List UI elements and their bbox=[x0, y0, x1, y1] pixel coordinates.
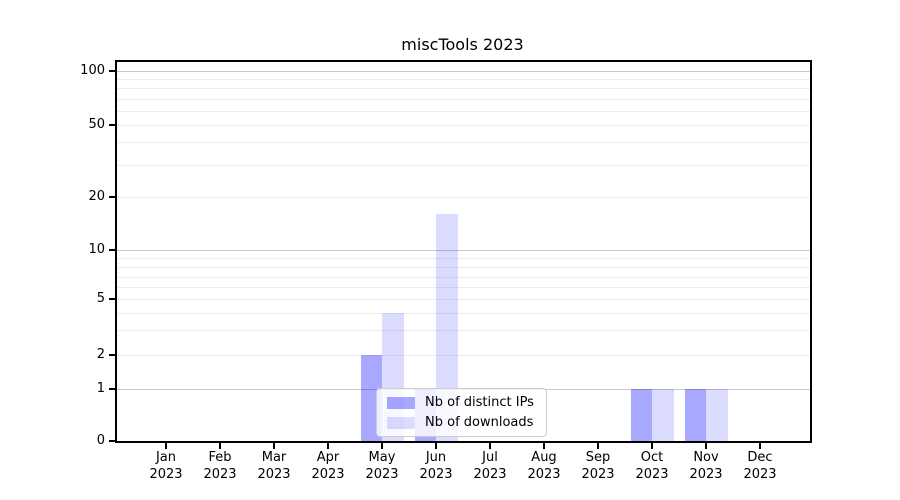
x-tick-label-mar: Mar 2023 bbox=[257, 450, 291, 482]
x-tick-label-may: May 2023 bbox=[365, 450, 399, 482]
y-tick-2 bbox=[109, 354, 115, 356]
bar-distinct-ips-oct bbox=[630, 389, 652, 441]
x-tick-jun bbox=[435, 443, 437, 449]
x-tick-may bbox=[381, 443, 383, 449]
gridline-y-4 bbox=[117, 313, 810, 314]
y-tick-100 bbox=[109, 70, 115, 72]
x-tick-label-nov: Nov 2023 bbox=[689, 450, 723, 482]
gridline-y-30 bbox=[117, 165, 810, 166]
x-tick-label-feb: Feb 2023 bbox=[203, 450, 237, 482]
gridline-y-40 bbox=[117, 142, 810, 143]
gridline-y-60 bbox=[117, 111, 810, 112]
gridline-y-7 bbox=[117, 277, 810, 278]
gridline-y-9 bbox=[117, 258, 810, 259]
bar-distinct-ips-nov bbox=[684, 389, 706, 441]
gridline-y-8 bbox=[117, 267, 810, 268]
gridline-y-10 bbox=[117, 250, 810, 251]
y-tick-50 bbox=[109, 124, 115, 126]
y-tick-label-5: 5 bbox=[96, 291, 105, 306]
x-tick-mar bbox=[273, 443, 275, 449]
y-tick-label-20: 20 bbox=[88, 189, 105, 204]
gridline-y-6 bbox=[117, 287, 810, 288]
y-tick-10 bbox=[109, 249, 115, 251]
x-tick-label-jul: Jul 2023 bbox=[473, 450, 507, 482]
y-tick-label-1: 1 bbox=[96, 381, 105, 396]
legend-swatch-distinct-ips bbox=[387, 396, 415, 409]
y-tick-label-2: 2 bbox=[96, 347, 105, 362]
chart-title: miscTools 2023 bbox=[401, 35, 524, 54]
y-tick-label-100: 100 bbox=[80, 63, 105, 78]
legend-label-distinct-ips: Nb of distinct IPs bbox=[425, 395, 534, 410]
legend-item-distinct-ips: Nb of distinct IPs bbox=[387, 396, 536, 409]
legend: Nb of distinct IPs Nb of downloads bbox=[376, 388, 547, 437]
legend-label-downloads: Nb of downloads bbox=[425, 415, 534, 430]
x-tick-sep bbox=[597, 443, 599, 449]
x-tick-label-oct: Oct 2023 bbox=[635, 450, 669, 482]
x-tick-aug bbox=[543, 443, 545, 449]
bar-downloads-nov bbox=[706, 389, 728, 441]
gridline-y-5 bbox=[117, 299, 810, 300]
gridline-y-3 bbox=[117, 330, 810, 331]
x-tick-label-dec: Dec 2023 bbox=[743, 450, 777, 482]
y-tick-label-50: 50 bbox=[88, 117, 105, 132]
x-tick-label-jun: Jun 2023 bbox=[419, 450, 453, 482]
y-tick-1 bbox=[109, 388, 115, 390]
legend-item-downloads: Nb of downloads bbox=[387, 416, 536, 429]
x-tick-label-sep: Sep 2023 bbox=[581, 450, 615, 482]
gridline-y-70 bbox=[117, 99, 810, 100]
gridline-y-50 bbox=[117, 125, 810, 126]
y-tick-label-0: 0 bbox=[96, 433, 105, 448]
gridline-y-80 bbox=[117, 88, 810, 89]
plot-area bbox=[115, 60, 812, 443]
x-tick-label-jan: Jan 2023 bbox=[149, 450, 183, 482]
x-tick-feb bbox=[219, 443, 221, 449]
y-tick-0 bbox=[109, 440, 115, 442]
gridline-y-90 bbox=[117, 79, 810, 80]
y-tick-5 bbox=[109, 298, 115, 300]
bar-downloads-jun bbox=[436, 214, 458, 441]
gridline-y-2 bbox=[117, 355, 810, 356]
x-tick-label-apr: Apr 2023 bbox=[311, 450, 345, 482]
y-tick-label-10: 10 bbox=[88, 242, 105, 257]
x-tick-jan bbox=[165, 443, 167, 449]
gridline-y-100 bbox=[117, 71, 810, 72]
x-tick-jul bbox=[489, 443, 491, 449]
x-tick-apr bbox=[327, 443, 329, 449]
y-tick-20 bbox=[109, 196, 115, 198]
x-tick-dec bbox=[759, 443, 761, 449]
x-tick-oct bbox=[651, 443, 653, 449]
legend-swatch-downloads bbox=[387, 416, 415, 429]
gridline-y-20 bbox=[117, 197, 810, 198]
bar-downloads-oct bbox=[652, 389, 674, 441]
x-tick-nov bbox=[705, 443, 707, 449]
x-tick-label-aug: Aug 2023 bbox=[527, 450, 561, 482]
